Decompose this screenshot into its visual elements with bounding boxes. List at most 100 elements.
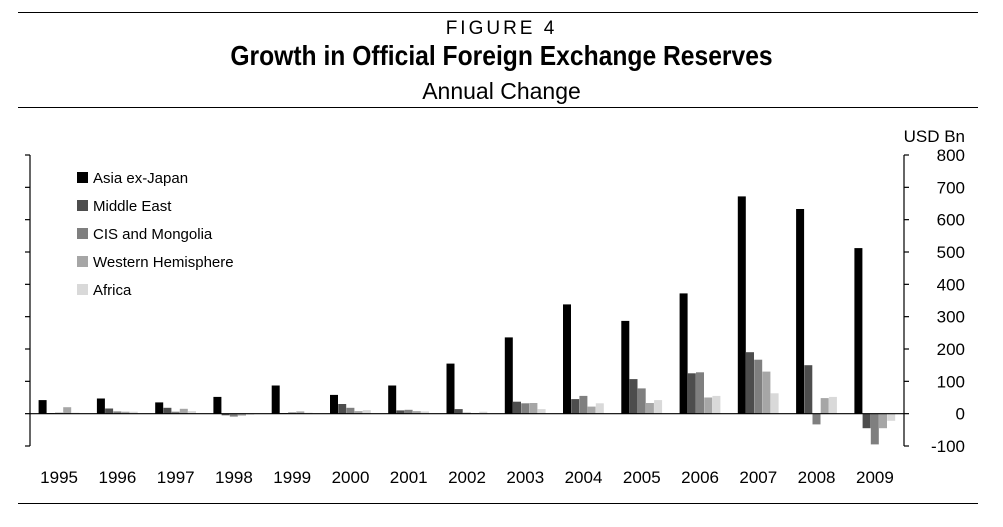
bar-western-hemisphere-1999: [296, 411, 305, 414]
x-tick-label: 1998: [215, 468, 253, 487]
bar-cis-and-mongolia-2009: [870, 413, 879, 445]
bar-western-hemisphere-2008: [820, 398, 829, 414]
y-tick-label: 200: [937, 340, 965, 359]
bar-cis-and-mongolia-2006: [696, 372, 704, 414]
bar-africa-2005: [654, 400, 663, 414]
bar-middle-east-1998: [221, 413, 230, 416]
bar-western-hemisphere-1997: [179, 408, 188, 414]
bar-africa-2001: [421, 411, 429, 414]
bar-cis-and-mongolia-1998: [229, 413, 238, 417]
bar-africa-2008: [828, 396, 837, 414]
bar-asia-ex-japan-1995: [38, 400, 47, 414]
x-tick-label: 2006: [681, 468, 719, 487]
bar-western-hemisphere-2007: [762, 371, 771, 414]
y-tick-label: 800: [937, 146, 965, 165]
legend-label: CIS and Mongolia: [93, 226, 213, 243]
y-tick-label: 400: [937, 275, 965, 294]
bar-asia-ex-japan-2004: [563, 304, 571, 414]
bar-asia-ex-japan-2008: [796, 209, 805, 414]
bar-middle-east-2001: [396, 410, 405, 414]
y-tick-label: 100: [937, 372, 965, 391]
bar-asia-ex-japan-1998: [213, 396, 222, 414]
chart-title: Growth in Official Foreign Exchange Rese…: [230, 40, 773, 71]
legend-label: Western Hemisphere: [93, 254, 234, 271]
axes-group: 800 700 600 500 400 300 200 100 0 -100 1995 1996 199…: [25, 146, 965, 487]
bar-middle-east-2006: [687, 373, 696, 414]
bar-western-hemisphere-2005: [645, 403, 654, 414]
bar-africa-2002: [479, 411, 488, 414]
bar-asia-ex-japan-1996: [96, 398, 105, 414]
x-tick-label: 1996: [98, 468, 136, 487]
bar-asia-ex-japan-1997: [155, 402, 164, 414]
bar-western-hemisphere-2001: [412, 411, 421, 414]
bar-cis-and-mongolia-1999: [288, 412, 297, 414]
bar-cis-and-mongolia-2007: [754, 359, 763, 414]
x-tick-label: 2008: [798, 468, 836, 487]
chart-subtitle: Annual Change: [422, 78, 581, 104]
bar-cis-and-mongolia-2008: [812, 413, 821, 425]
bar-asia-ex-japan-2000: [330, 394, 338, 414]
bar-asia-ex-japan-2002: [446, 363, 455, 414]
y-tick-label: 0: [956, 405, 965, 424]
y-tick-label: -100: [931, 437, 965, 456]
bars-group: [38, 196, 896, 445]
bar-asia-ex-japan-2006: [679, 293, 688, 414]
bar-asia-ex-japan-2003: [504, 337, 513, 414]
figure-label: FIGURE 4: [445, 18, 558, 39]
bar-africa-2004: [595, 403, 604, 414]
top-rule: [18, 12, 978, 13]
legend-swatch: [77, 256, 88, 267]
bar-middle-east-2003: [513, 401, 521, 414]
x-tick-label: 2000: [332, 468, 370, 487]
legend: Asia ex-Japan Middle East CIS and Mongolia…: [77, 170, 234, 299]
bar-middle-east-2009: [862, 413, 871, 429]
legend-swatch: [77, 284, 88, 295]
bar-asia-ex-japan-1999: [271, 385, 280, 414]
bottom-rule: [18, 503, 978, 504]
bar-western-hemisphere-1996: [121, 411, 130, 414]
legend-label: Africa: [93, 282, 132, 299]
bar-cis-and-mongolia-2000: [346, 407, 355, 414]
bar-western-hemisphere-2006: [704, 397, 713, 414]
y-tick-label: 600: [937, 211, 965, 230]
bar-western-hemisphere-1998: [238, 413, 246, 416]
legend-swatch: [77, 228, 88, 239]
x-tick-label: 2007: [739, 468, 777, 487]
legend-swatch: [77, 172, 88, 183]
x-tick-label: 2003: [506, 468, 544, 487]
x-tick-label: 1995: [40, 468, 78, 487]
legend-label: Asia ex-Japan: [93, 170, 188, 187]
bar-africa-2009: [887, 413, 896, 421]
x-tick-label: 2009: [856, 468, 894, 487]
bar-asia-ex-japan-2001: [388, 385, 397, 414]
x-tick-label: 2004: [565, 468, 603, 487]
bar-middle-east-1996: [105, 408, 114, 414]
bar-cis-and-mongolia-2001: [404, 409, 413, 414]
bar-middle-east-2005: [629, 379, 638, 414]
bar-cis-and-mongolia-1996: [113, 411, 122, 414]
x-tick-label: 2002: [448, 468, 486, 487]
bar-africa-2007: [770, 393, 779, 414]
legend-label: Middle East: [93, 198, 172, 215]
bar-western-hemisphere-2009: [879, 413, 887, 429]
bar-cis-and-mongolia-2004: [579, 395, 588, 414]
bar-asia-ex-japan-2007: [737, 196, 746, 414]
y-tick-label: 700: [937, 178, 965, 197]
bar-cis-and-mongolia-2003: [521, 403, 530, 414]
title-rule: [18, 107, 978, 108]
bar-asia-ex-japan-2005: [621, 320, 630, 414]
bar-cis-and-mongolia-1997: [171, 411, 180, 414]
bar-africa-1997: [188, 411, 196, 414]
bar-middle-east-2004: [571, 399, 580, 414]
x-tick-label: 2005: [623, 468, 661, 487]
bar-middle-east-2002: [454, 409, 463, 414]
y-tick-label: 300: [937, 308, 965, 327]
bar-middle-east-2008: [804, 365, 813, 414]
y-tick-label: 500: [937, 243, 965, 262]
bar-africa-2003: [537, 409, 546, 414]
x-tick-label: 1999: [273, 468, 311, 487]
y-axis-unit-label: USD Bn: [904, 127, 965, 146]
bar-western-hemisphere-1995: [63, 407, 72, 414]
bar-middle-east-1997: [163, 407, 172, 414]
